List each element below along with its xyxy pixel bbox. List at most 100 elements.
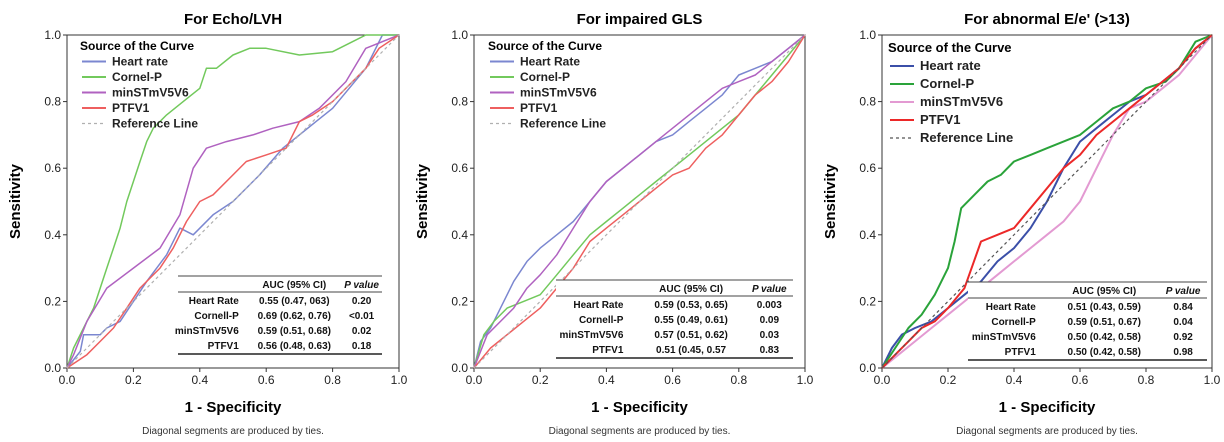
table-cell: 0.56 (0.48, 0.63) xyxy=(258,341,331,352)
legend-title: Source of the Curve xyxy=(888,40,1012,55)
table-cell: 0.20 xyxy=(352,296,372,307)
auc-table-bg xyxy=(178,276,382,356)
table-cell: Cornell-P xyxy=(194,311,239,322)
series-line-reference-line xyxy=(473,34,806,369)
table-cell: Heart Rate xyxy=(573,300,623,311)
x-tick-label: 0.8 xyxy=(730,373,747,387)
legend-title: Source of the Curve xyxy=(488,39,602,53)
x-tick-label: 1.0 xyxy=(797,373,814,387)
table-header: AUC (95% CI) xyxy=(1072,286,1136,297)
x-tick-label: 0.0 xyxy=(59,373,76,387)
legend-label: minSTmV5V6 xyxy=(112,86,189,100)
chart-panel-3: For abnormal E/e' (>13) 0.00.0 0.2 0.2 0.4 0.… xyxy=(822,11,1221,437)
auc-table-bg xyxy=(968,282,1207,362)
y-tick-label: 0.4 xyxy=(44,228,61,242)
x-tick-label: 0.4 xyxy=(1006,373,1023,387)
y-tick-label: 0.2 xyxy=(44,294,61,308)
x-tick-label: 0.8 xyxy=(1138,373,1155,387)
y-tick-label: 0.6 xyxy=(859,161,876,175)
x-tick-label: 0.4 xyxy=(598,373,615,387)
table-cell: minSTmV5V6 xyxy=(972,332,1036,343)
table-cell: Cornell-P xyxy=(579,315,624,326)
table-header: P value xyxy=(752,284,787,295)
chart-title: For Echo/LVH xyxy=(184,11,282,28)
table-header: AUC (95% CI) xyxy=(659,284,723,295)
series-line-cornel-p xyxy=(66,34,399,369)
y-axis-label: Sensitivity xyxy=(414,163,431,239)
legend-label: Cornel-P xyxy=(112,70,162,84)
auc-table-bg xyxy=(556,280,793,360)
table-header: P value xyxy=(344,280,379,291)
series-line-reference-line xyxy=(881,34,1213,369)
legend-label: Reference Line xyxy=(520,117,606,131)
legend-label: Heart Rate xyxy=(520,55,580,69)
table-cell: 0.59 (0.51, 0.67) xyxy=(1068,317,1141,328)
legend-label: PTFV1 xyxy=(920,112,960,127)
table-header: P value xyxy=(1166,286,1201,297)
legend-label: Reference Line xyxy=(920,130,1013,145)
legend-label: minSTmV5V6 xyxy=(920,94,1003,109)
x-axis-label: 1 - Specificity xyxy=(591,399,688,416)
legend-label: Heart rate xyxy=(920,58,981,73)
series-line-minstmv5v6 xyxy=(66,34,400,369)
auc-table: AUC (95% CI) P value Heart Rate 0.59 (0.53,… xyxy=(556,279,793,360)
footnote: Diagonal segments are produced by ties. xyxy=(549,426,731,437)
footnote: Diagonal segments are produced by ties. xyxy=(956,426,1138,437)
series-line-cornel-p xyxy=(881,34,1213,369)
chart-panel-2: For impaired GLS 0.00.0 0.2 0.2 0.4 0.4 0.6 0.6… xyxy=(414,11,814,437)
table-cell: 0.83 xyxy=(760,345,780,356)
y-tick-label: 0.0 xyxy=(44,361,61,375)
x-tick-label: 1.0 xyxy=(391,373,408,387)
x-tick-label: 0.8 xyxy=(324,373,341,387)
x-tick-label: 0.6 xyxy=(258,373,275,387)
y-tick-label: 0.6 xyxy=(44,161,61,175)
x-tick-label: 0.2 xyxy=(532,373,549,387)
table-cell: 0.02 xyxy=(352,326,372,337)
legend-title: Source of the Curve xyxy=(80,39,194,53)
table-cell: <0.01 xyxy=(349,311,375,322)
table-cell: 0.09 xyxy=(760,315,780,326)
table-cell: 0.59 (0.51, 0.68) xyxy=(258,326,331,337)
table-cell: Heart Rate xyxy=(189,296,239,307)
x-tick-label: 0.6 xyxy=(664,373,681,387)
series-line-minstmv5v6 xyxy=(881,34,1213,369)
x-tick-label: 1.0 xyxy=(1204,373,1221,387)
auc-table: AUC (95% CI) P value Heart Rate 0.51 (0.43,… xyxy=(968,281,1207,362)
auc-table: AUC (95% CI) P value Heart Rate 0.55 (0.47,… xyxy=(175,275,382,356)
table-cell: 0.57 (0.51, 0.62) xyxy=(654,330,727,341)
y-axis-label: Sensitivity xyxy=(7,163,24,239)
series-line-reference-line xyxy=(66,34,400,369)
table-cell: 0.59 (0.53, 0.65) xyxy=(654,300,727,311)
x-axis-label: 1 - Specificity xyxy=(999,399,1096,416)
footnote: Diagonal segments are produced by ties. xyxy=(142,426,324,437)
chart-panel-1: For Echo/LVH 0.00.0 0.2 0.2 0.4 0.4 0.6 0.6 0.8 0… xyxy=(7,11,408,437)
y-tick-label: 1.0 xyxy=(451,28,468,42)
table-cell: 0.51 (0.45, 0.57 xyxy=(656,345,726,356)
y-tick-label: 0.8 xyxy=(451,95,468,109)
table-cell: minSTmV5V6 xyxy=(559,330,623,341)
y-tick-label: 0.4 xyxy=(451,228,468,242)
table-cell: 0.18 xyxy=(352,341,372,352)
table-cell: PTFV1 xyxy=(592,345,624,356)
x-tick-label: 0.2 xyxy=(940,373,957,387)
legend-label: PTFV1 xyxy=(112,101,150,115)
table-cell: Cornell-P xyxy=(991,317,1036,328)
y-tick-label: 0.2 xyxy=(859,294,876,308)
y-tick-label: 0.8 xyxy=(44,95,61,109)
table-cell: PTFV1 xyxy=(1005,347,1037,358)
table-header: AUC (95% CI) xyxy=(262,280,326,291)
y-tick-label: 0.0 xyxy=(859,361,876,375)
table-cell: 0.003 xyxy=(757,300,782,311)
y-tick-label: 1.0 xyxy=(44,28,61,42)
legend-label: Reference Line xyxy=(112,117,198,131)
table-cell: Heart Rate xyxy=(986,302,1036,313)
table-cell: 0.98 xyxy=(1173,347,1193,358)
y-tick-label: 0.4 xyxy=(859,228,876,242)
y-tick-label: 0.2 xyxy=(451,294,468,308)
legend-label: Heart rate xyxy=(112,55,168,69)
x-tick-label: 0.0 xyxy=(874,373,891,387)
